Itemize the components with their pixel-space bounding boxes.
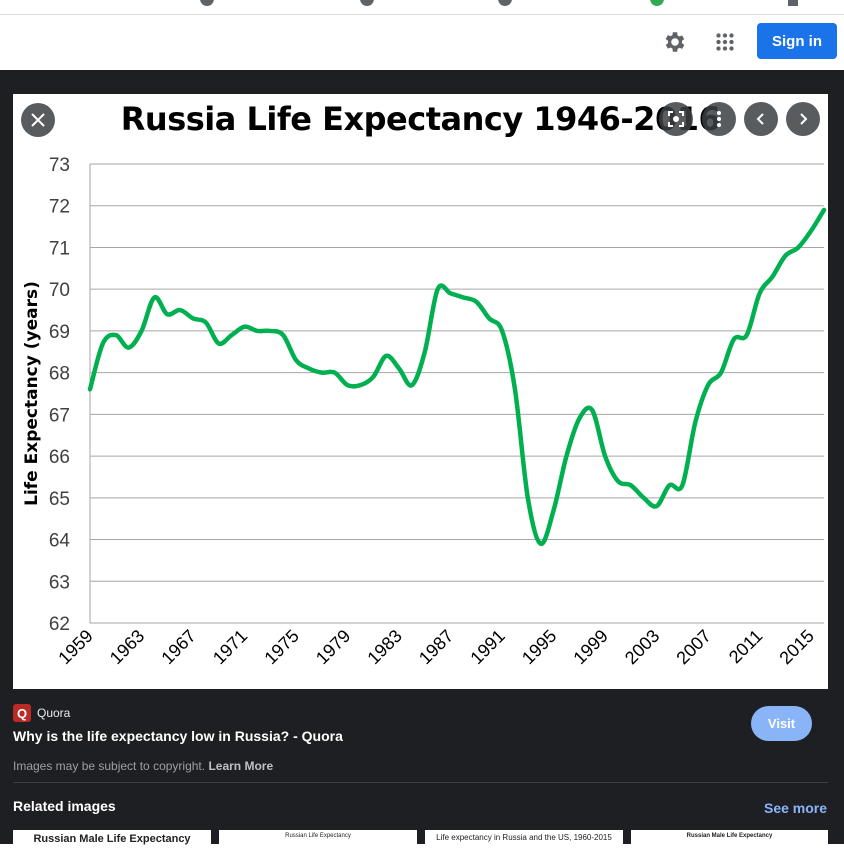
y-tick-label: 65	[49, 489, 70, 510]
y-tick-label: 70	[49, 280, 70, 301]
y-tick-label: 69	[49, 322, 70, 343]
image-viewer-panel: Russia Life Expectancy 1946-2016 62 63 64 6…	[0, 70, 844, 853]
chart-title: Russia Life Expectancy 1946-2016	[120, 100, 721, 138]
y-tick-label: 63	[49, 572, 70, 593]
x-tick-label: 1991	[466, 626, 508, 668]
y-tick-label: 64	[49, 531, 71, 552]
y-tick-label: 66	[49, 447, 70, 468]
chevron-left-icon	[756, 113, 764, 125]
strip-icon	[650, 0, 664, 6]
x-tick-label: 1971	[209, 626, 251, 668]
x-tick-label: 2007	[672, 626, 714, 668]
y-tick-label: 71	[49, 238, 70, 259]
x-tick-label: 1983	[363, 626, 405, 668]
y-tick-label: 68	[49, 364, 70, 385]
related-thumbnail[interactable]: Life expectancy in Russia and the US, 19…	[425, 830, 623, 853]
lens-icon	[668, 111, 684, 127]
chart-image: Russia Life Expectancy 1946-2016 62 63 64 6…	[13, 94, 828, 689]
x-tick-label: 1963	[106, 626, 148, 668]
related-thumbnail[interactable]: Russian Life Expectancy	[219, 830, 417, 853]
y-tick-label: 67	[49, 405, 70, 426]
chevron-right-icon	[800, 113, 808, 125]
x-tick-label: 1987	[415, 626, 457, 668]
gear-icon[interactable]	[662, 29, 688, 55]
lens-button[interactable]	[659, 102, 693, 136]
learn-more-link[interactable]: Learn More	[208, 759, 274, 773]
source-page-title[interactable]: Why is the life expectancy low in Russia…	[13, 728, 343, 744]
close-button[interactable]	[21, 103, 55, 137]
source-site-name: Quora	[37, 706, 71, 720]
apps-grid-icon[interactable]	[712, 29, 738, 55]
y-tick-label: 62	[49, 614, 70, 635]
sign-in-button[interactable]: Sign in	[757, 23, 837, 59]
top-strip	[0, 0, 844, 15]
x-tick-label: 2011	[725, 626, 767, 668]
x-tick-label: 2015	[775, 626, 817, 668]
x-tick-label: 1967	[157, 626, 199, 668]
y-tick-label: 73	[49, 155, 70, 176]
close-icon	[31, 113, 45, 127]
x-tick-label: 1995	[518, 626, 560, 668]
previous-image-button[interactable]	[744, 102, 778, 136]
divider	[13, 782, 828, 783]
series-line	[87, 207, 827, 546]
see-more-link[interactable]: See more	[764, 800, 828, 816]
related-images-heading: Related images	[13, 798, 116, 814]
strip-icon	[200, 0, 214, 6]
y-axis-label: Life Expectancy (years)	[22, 281, 42, 506]
visit-button[interactable]: Visit	[751, 706, 812, 741]
strip-icon	[788, 0, 798, 6]
copyright-notice: Images may be subject to copyright. Lear…	[13, 759, 273, 773]
more-vert-icon	[717, 111, 721, 127]
strip-icon	[360, 0, 374, 6]
x-tick-label: 1979	[312, 626, 354, 668]
related-thumbnail[interactable]: Russian Male Life Expectancy	[631, 830, 828, 853]
quora-icon: Q	[13, 704, 31, 722]
more-options-button[interactable]	[702, 102, 736, 136]
next-image-button[interactable]	[786, 102, 820, 136]
x-tick-label: 1999	[569, 626, 611, 668]
source-site[interactable]: Q Quora	[13, 704, 70, 722]
x-tick-label: 1975	[260, 626, 302, 668]
x-tick-label: 2003	[621, 626, 663, 668]
y-tick-label: 72	[49, 197, 70, 218]
related-thumbnail[interactable]: Russian Male Life Expectancy	[13, 830, 211, 853]
copyright-text: Images may be subject to copyright.	[13, 759, 206, 773]
header-bar: Sign in	[0, 15, 844, 70]
strip-icon	[498, 0, 512, 6]
